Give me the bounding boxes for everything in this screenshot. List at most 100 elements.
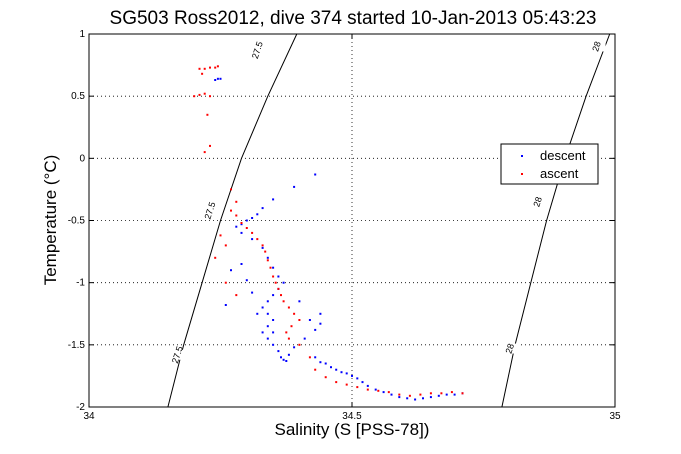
ascent-point <box>266 259 269 262</box>
descent-point <box>251 217 254 219</box>
ascent-point <box>335 381 338 384</box>
legend-marker-ascent <box>521 173 523 175</box>
ascent-point <box>261 244 264 247</box>
contour-label: 28 <box>503 342 516 355</box>
descent-point <box>224 304 227 306</box>
descent-point <box>429 396 432 399</box>
ascent-point <box>240 222 243 224</box>
ascent-point <box>282 300 285 303</box>
ascent-point <box>216 65 219 68</box>
ascent-point <box>235 294 238 297</box>
descent-point <box>280 356 282 359</box>
descent-point <box>272 294 275 297</box>
ascent-point <box>203 67 206 70</box>
legend-label-ascent: ascent <box>540 166 579 181</box>
descent-point <box>266 337 269 340</box>
y-tick-label: 0.5 <box>71 91 85 102</box>
ascent-point <box>287 306 290 309</box>
y-tick-label: 0 <box>79 153 85 164</box>
contour-label-bg <box>500 343 519 354</box>
ascent-point <box>298 319 301 321</box>
y-tick-label: 1 <box>79 29 85 40</box>
contour-label: 28 <box>531 196 544 209</box>
y-tick-label: -2 <box>76 402 85 413</box>
ascent-point <box>387 391 390 394</box>
ascent-point <box>287 337 290 340</box>
descent-point <box>266 300 269 303</box>
ascent-point <box>224 281 227 284</box>
x-tick-label: 35 <box>609 411 621 422</box>
descent-point <box>314 173 317 176</box>
ascent-point <box>269 266 272 269</box>
descent-point <box>319 322 322 325</box>
descent-point <box>437 394 440 397</box>
ascent-point <box>224 244 227 247</box>
descent-point <box>324 362 327 365</box>
descent-point <box>251 238 254 241</box>
descent-point <box>422 397 424 400</box>
ascent-point <box>209 144 211 147</box>
descent-point <box>319 312 322 315</box>
descent-point <box>303 337 306 340</box>
descent-point <box>277 350 280 353</box>
descent-point <box>261 331 264 334</box>
descent-point <box>287 353 290 356</box>
descent-point <box>240 263 243 265</box>
descent-point <box>256 312 259 315</box>
descent-point <box>366 384 369 387</box>
ascent-point <box>377 389 380 392</box>
descent-point <box>445 393 448 396</box>
descent-point <box>382 391 385 394</box>
contour-label-bg <box>200 205 219 216</box>
descent-point <box>374 388 377 391</box>
ascent-point <box>356 386 359 389</box>
ascent-point <box>450 391 453 394</box>
legend-box <box>500 143 599 185</box>
descent-point <box>298 300 301 303</box>
ascent-point <box>366 388 369 391</box>
descent-point <box>293 346 296 349</box>
descent-point <box>285 360 288 362</box>
descent-point <box>251 291 254 294</box>
ascent-point <box>280 294 282 297</box>
ascent-point <box>277 287 280 290</box>
ascent-point <box>251 231 254 234</box>
y-tick-label: -1.5 <box>68 340 86 351</box>
descent-point <box>361 381 364 384</box>
ascent-point <box>198 93 201 96</box>
descent-point <box>282 281 285 284</box>
descent-point <box>272 266 275 269</box>
ascent-point <box>285 331 288 334</box>
descent-point <box>335 368 338 371</box>
ascent-point <box>408 394 411 397</box>
descent-point <box>219 77 222 80</box>
ascent-point <box>345 383 348 386</box>
ascent-point <box>440 392 443 395</box>
contour-label: 28 <box>590 40 603 53</box>
descent-point <box>319 361 322 364</box>
descent-point <box>230 269 232 272</box>
descent-point <box>272 198 275 201</box>
descent-point <box>282 358 285 361</box>
descent-point <box>398 396 401 399</box>
ascent-point <box>209 95 211 98</box>
descent-point <box>272 319 275 321</box>
contour-label-bg <box>528 196 547 207</box>
y-tick-label: -1 <box>76 278 85 289</box>
descent-point <box>261 246 264 249</box>
descent-point <box>216 77 219 80</box>
ascent-point <box>203 92 206 95</box>
descent-point <box>356 377 359 380</box>
descent-point <box>390 393 393 396</box>
ascent-point <box>314 368 317 371</box>
descent-point <box>261 306 264 309</box>
ascent-point <box>235 214 238 217</box>
ascent-point <box>398 393 401 396</box>
contour-label-bg <box>248 45 267 56</box>
ascent-point <box>235 200 238 203</box>
descent-point <box>340 371 343 374</box>
descent-point <box>266 325 269 328</box>
ascent-point <box>308 356 311 359</box>
ascent-point <box>230 188 232 191</box>
